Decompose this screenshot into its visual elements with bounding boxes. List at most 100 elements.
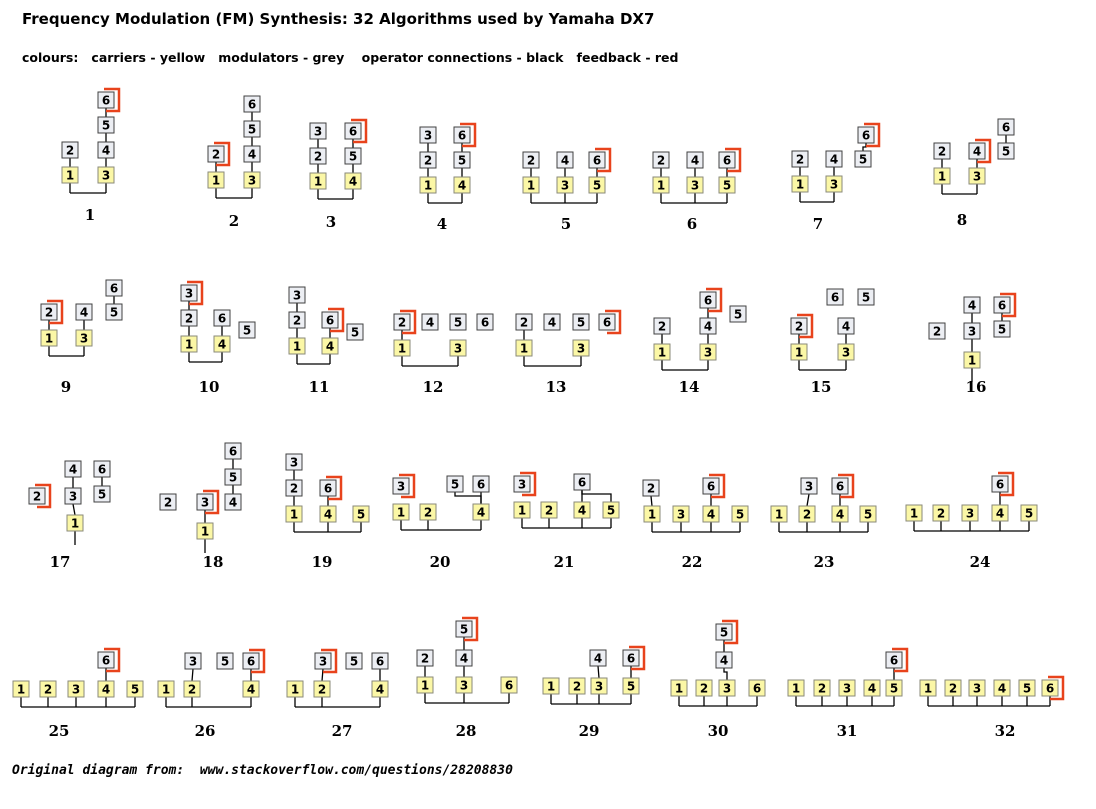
- connection-line: [581, 490, 612, 502]
- operator-box: [905, 504, 923, 522]
- operator-5-carrier: 5: [126, 680, 144, 698]
- operator-4-carrier: 4: [472, 503, 490, 521]
- operator-6-modulator: 6: [831, 477, 849, 495]
- operator-6-carrier: 6: [1041, 679, 1059, 697]
- operator-box: [652, 151, 670, 169]
- operator-number: 6: [229, 445, 237, 459]
- operator-number: 1: [421, 679, 429, 693]
- operator-number: 1: [17, 683, 25, 697]
- algorithm-number: 5: [561, 215, 571, 233]
- operator-box: [588, 176, 606, 194]
- feedback-loop: [203, 489, 220, 515]
- operator-number: 2: [796, 153, 804, 167]
- operator-number: 4: [349, 175, 357, 189]
- operator-4-modulator: 4: [968, 142, 986, 160]
- algorithm-number: 20: [430, 553, 451, 571]
- operator-number: 6: [890, 654, 898, 668]
- operator-number: 3: [201, 496, 209, 510]
- operator-4-carrier: 4: [863, 679, 881, 697]
- operator-4-carrier: 4: [344, 172, 362, 190]
- operator-number: 2: [520, 316, 528, 330]
- operator-number: 5: [1002, 145, 1010, 159]
- operator-number: 3: [185, 287, 193, 301]
- operator-number: 5: [864, 508, 872, 522]
- operator-number: 6: [998, 299, 1006, 313]
- operator-6-modulator: 6: [598, 313, 616, 331]
- operator-number: 4: [376, 683, 384, 697]
- operator-3-modulator: 3: [314, 652, 332, 670]
- operator-6-modulator: 6: [699, 291, 717, 309]
- operator-box: [991, 504, 1009, 522]
- algorithm-number: 29: [579, 722, 600, 740]
- operator-box: [831, 477, 849, 495]
- operator-6-modulator: 6: [344, 122, 362, 140]
- operator-box: [993, 320, 1011, 338]
- operator-2-modulator: 2: [522, 151, 540, 169]
- operator-5-modulator: 5: [453, 151, 471, 169]
- operator-box: [1041, 679, 1059, 697]
- operator-box: [345, 652, 363, 670]
- operator-number: 6: [326, 314, 334, 328]
- algorithm-22: 1 2 3 4 5 6 22: [642, 473, 749, 571]
- operator-4-modulator: 4: [837, 317, 855, 335]
- operator-2-modulator: 2: [652, 151, 670, 169]
- feedback-loop: [892, 647, 909, 673]
- operator-number: 6: [753, 682, 761, 696]
- operator-number: 3: [973, 170, 981, 184]
- operator-6-modulator: 6: [622, 649, 640, 667]
- operator-4-modulator: 4: [686, 151, 704, 169]
- operator-number: 2: [933, 325, 941, 339]
- operator-box: [825, 175, 843, 193]
- operator-number: 2: [66, 144, 74, 158]
- operator-2-modulator: 2: [933, 142, 951, 160]
- algorithm-number: 4: [437, 215, 447, 233]
- operator-number: 1: [675, 682, 683, 696]
- algorithm-number: 28: [456, 722, 477, 740]
- operator-number: 6: [831, 291, 839, 305]
- operator-box: [238, 321, 256, 339]
- operator-box: [652, 176, 670, 194]
- operator-number: 2: [164, 496, 172, 510]
- operator-box: [393, 339, 411, 357]
- operator-5-modulator: 5: [715, 623, 733, 641]
- operator-box: [695, 679, 713, 697]
- algorithm-8: 1 2 3 4 5 6 8: [933, 118, 1015, 229]
- operator-number: 6: [836, 480, 844, 494]
- operator-box: [97, 166, 115, 184]
- operator-box: [556, 151, 574, 169]
- operator-1-carrier: 1: [652, 176, 670, 194]
- operator-number: 3: [518, 478, 526, 492]
- operator-6-modulator: 6: [242, 652, 260, 670]
- algorithm-number: 15: [811, 378, 832, 396]
- operator-number: 5: [1025, 507, 1033, 521]
- operator-box: [863, 679, 881, 697]
- operator-2-carrier: 2: [813, 679, 831, 697]
- operator-box: [453, 176, 471, 194]
- algorithm-number: 2: [229, 212, 239, 230]
- operator-number: 5: [458, 154, 466, 168]
- operator-number: 2: [421, 652, 429, 666]
- operator-5-modulator: 5: [449, 313, 467, 331]
- algorithm-1: 1 2 3 4 5 6 1: [61, 87, 121, 224]
- algorithm-number: 23: [814, 553, 835, 571]
- operator-3-modulator: 3: [800, 477, 818, 495]
- operator-box: [825, 150, 843, 168]
- operator-box: [159, 493, 177, 511]
- operator-box: [515, 339, 533, 357]
- operator-3-modulator: 3: [309, 122, 327, 140]
- operator-number: 1: [424, 179, 432, 193]
- operator-number: 1: [520, 342, 528, 356]
- operator-box: [392, 477, 410, 495]
- algorithm-number: 32: [995, 722, 1016, 740]
- operator-box: [105, 303, 123, 321]
- operator-1-carrier: 1: [770, 505, 788, 523]
- operator-box: [97, 141, 115, 159]
- operator-number: 2: [33, 490, 41, 504]
- operator-number: 1: [201, 525, 209, 539]
- operator-2-carrier: 2: [419, 503, 437, 521]
- operator-number: 5: [627, 680, 635, 694]
- operator-6-modulator: 6: [224, 442, 242, 460]
- feedback-loop: [187, 280, 204, 306]
- operator-1-carrier: 1: [61, 166, 79, 184]
- operator-5-modulator: 5: [243, 120, 261, 138]
